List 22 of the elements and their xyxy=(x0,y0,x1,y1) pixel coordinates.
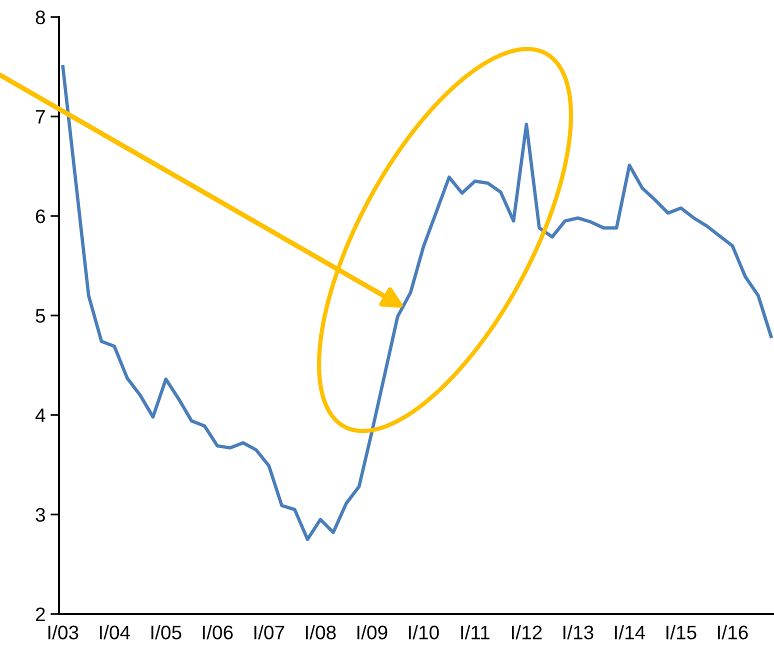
y-tick-label: 7 xyxy=(36,110,45,124)
x-tick-label: I/16 xyxy=(718,625,748,640)
x-tick-label: I/15 xyxy=(666,625,696,640)
y-tick-label: 2 xyxy=(36,607,45,622)
y-tick-label: 5 xyxy=(36,309,45,323)
x-tick-label: I/12 xyxy=(512,625,542,640)
x-tick-label: I/11 xyxy=(461,625,490,640)
line-series xyxy=(61,65,773,542)
y-tick-label: 8 xyxy=(36,10,45,24)
x-tick-label: I/03 xyxy=(48,625,78,640)
x-tick-label: I/06 xyxy=(202,625,233,640)
x-tick-label: I/09 xyxy=(357,625,388,640)
x-tick-label: I/10 xyxy=(408,625,439,640)
x-tick-label: I/04 xyxy=(100,625,130,640)
y-tick-label: 6 xyxy=(36,209,45,224)
x-tick-label: I/14 xyxy=(615,625,646,640)
x-tick-label: I/08 xyxy=(306,625,336,640)
x-tick-label: I/07 xyxy=(254,625,284,640)
y-tick-label: 4 xyxy=(35,408,46,422)
y-tick-label: 3 xyxy=(36,508,45,522)
x-tick-label: I/05 xyxy=(151,625,182,640)
x-tick-label: I/13 xyxy=(564,625,594,640)
